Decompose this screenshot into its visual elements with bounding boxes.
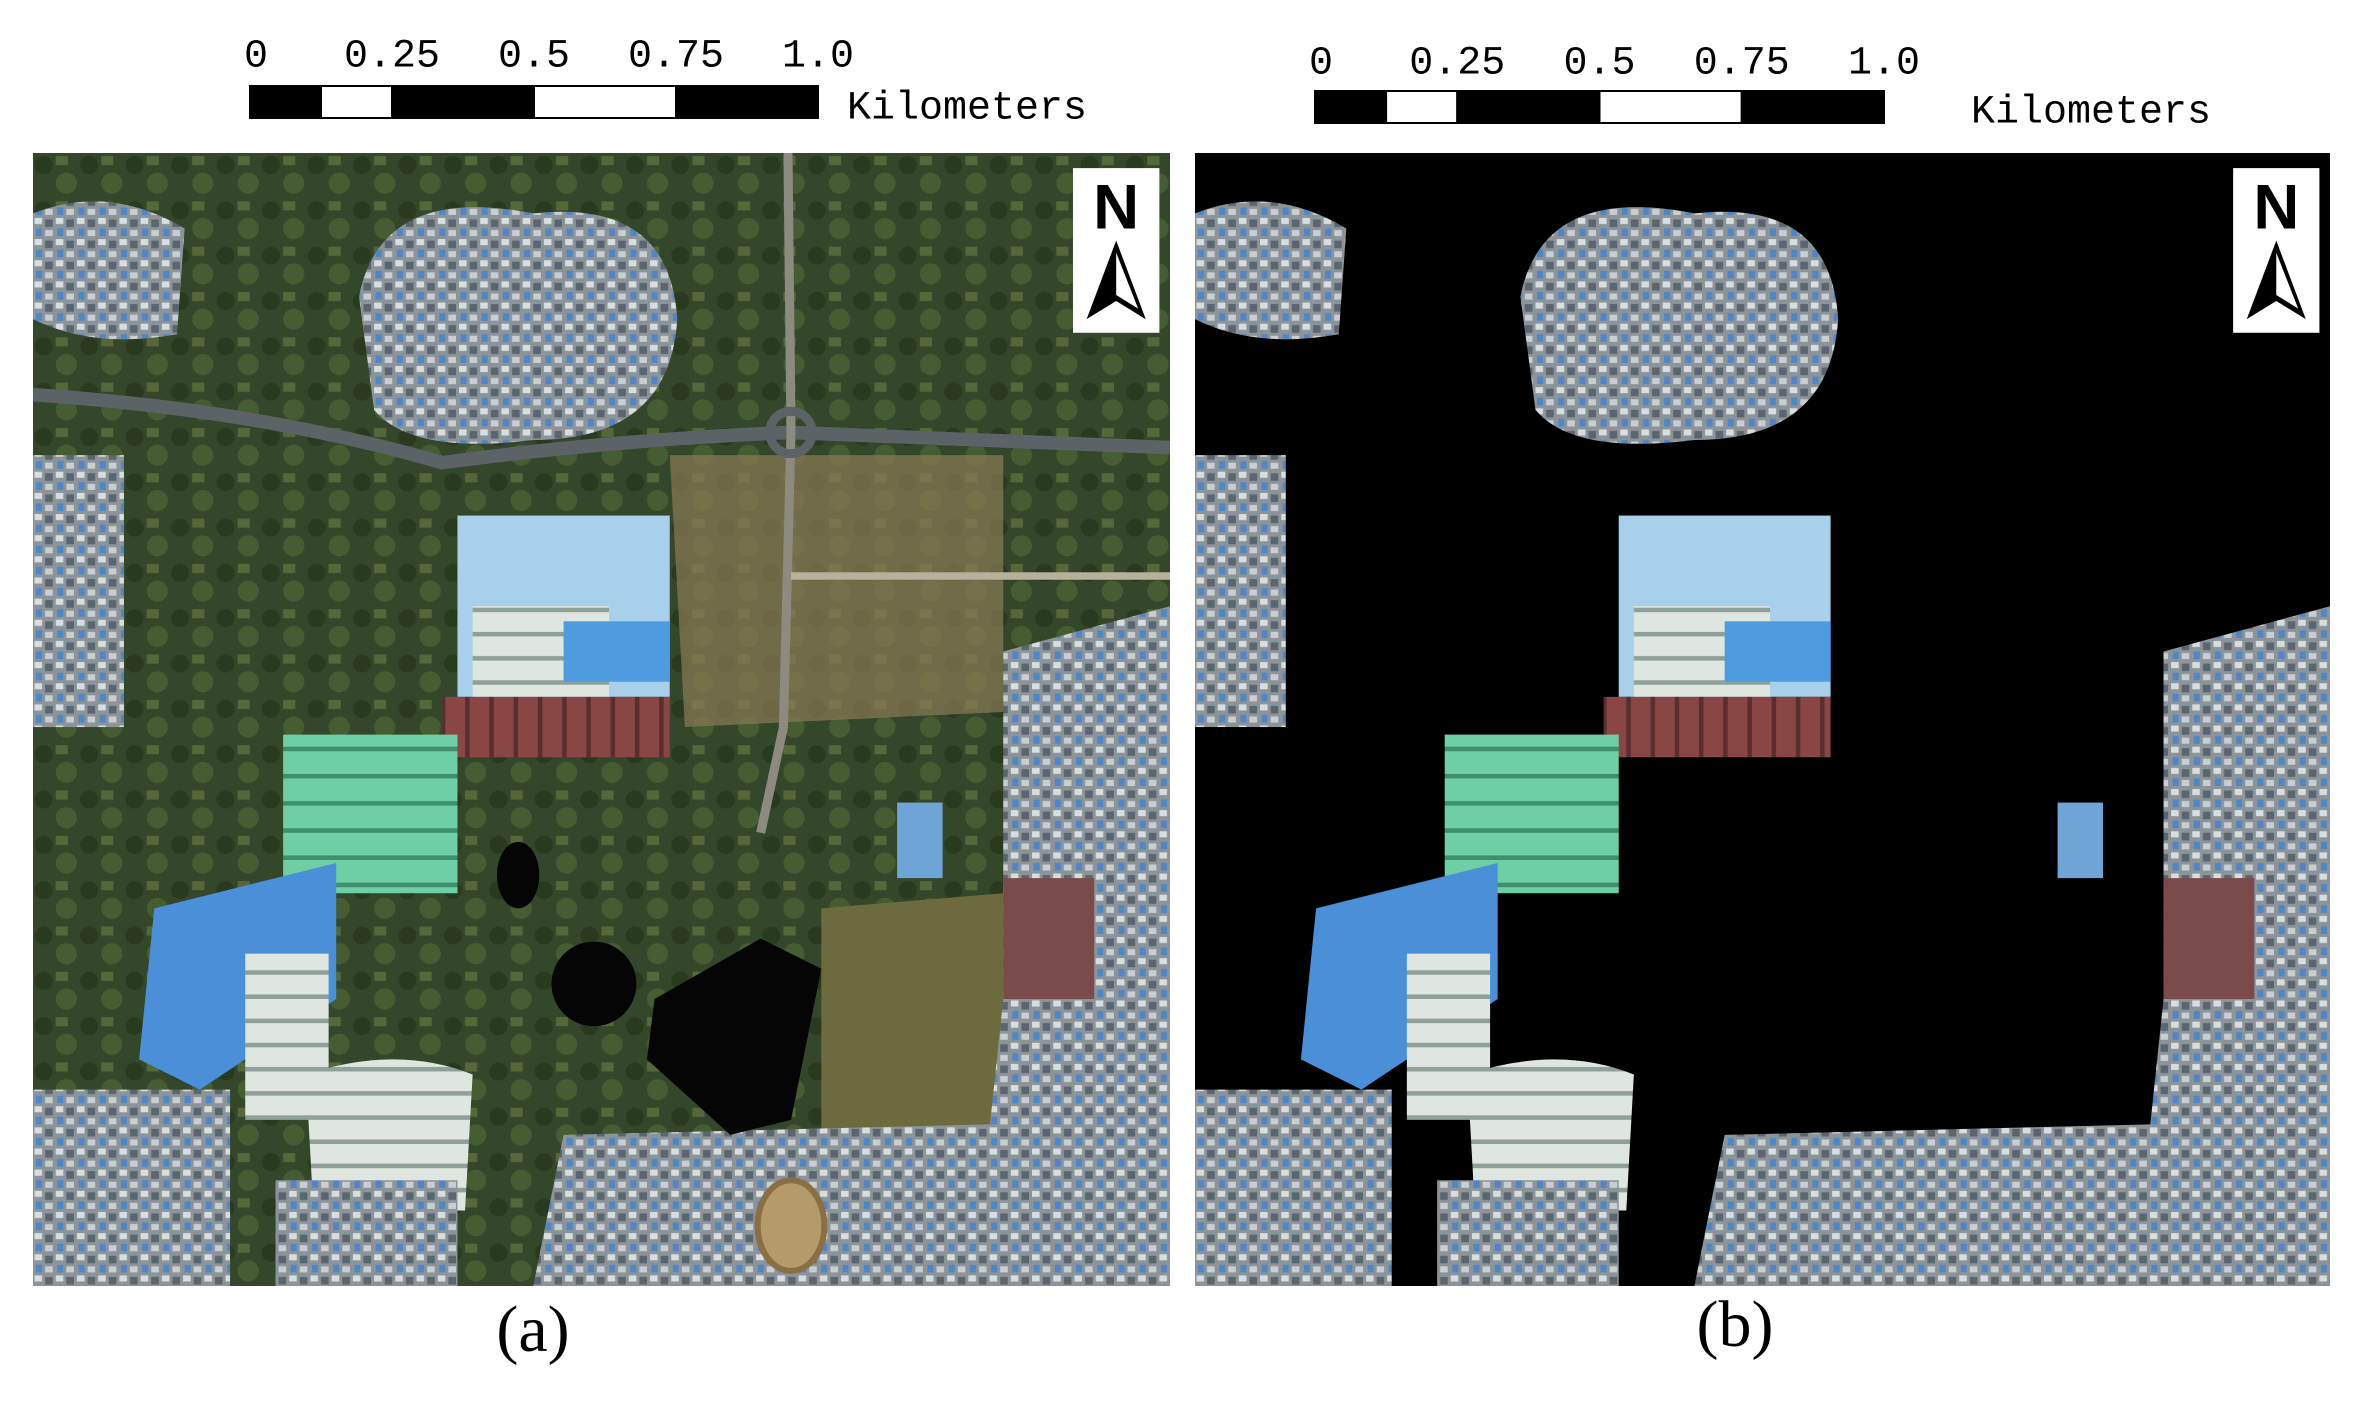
map-image: N [1195, 153, 2330, 1286]
scale-segment [1385, 90, 1459, 124]
scale-label: 1.0 [782, 35, 854, 80]
scale-label: 0.5 [1563, 42, 1635, 87]
scale-label: 0.75 [628, 35, 724, 80]
scale-label: 0.75 [1694, 42, 1790, 87]
water [551, 941, 637, 1027]
scale-label: 0.25 [344, 35, 440, 80]
scale-segment [1456, 90, 1601, 124]
scale-segment [675, 85, 819, 119]
north-label: N [2253, 173, 2299, 243]
north-arrow-half [2276, 252, 2299, 309]
north-arrow-half [1116, 252, 1139, 309]
map-panel: N 0 0.25 0.5 0.75 1.0 Kilometers (b) [1195, 42, 2330, 1361]
scale-label: 0 [1309, 42, 1333, 87]
track [754, 1177, 828, 1274]
bare-land [669, 455, 1004, 728]
scale-segment [249, 85, 322, 119]
scale-segment [1740, 90, 1885, 124]
scale-unit: Kilometers [1971, 91, 2211, 136]
north-label: N [1093, 172, 1139, 243]
scale-label: 1.0 [1848, 42, 1920, 87]
water [496, 841, 540, 909]
map-panel: N 0 0.25 0.5 0.75 1.0 Kilometers (a) [33, 35, 1170, 1366]
water [646, 938, 822, 1135]
roundabout [765, 406, 817, 459]
scale-unit: Kilometers [847, 87, 1087, 132]
scale-segment [391, 85, 535, 119]
scale-segment [1314, 90, 1388, 124]
road [756, 153, 796, 834]
scale-label: 0.5 [498, 35, 570, 80]
scale-label: 0.25 [1409, 42, 1505, 87]
map-image: N [33, 153, 1170, 1286]
scale-segment [320, 85, 393, 119]
road [33, 387, 1170, 470]
panel-caption: (b) [1697, 1288, 1774, 1361]
scale-label: 0 [244, 35, 268, 80]
scale-segment [1598, 90, 1743, 124]
panel-caption: (a) [496, 1293, 569, 1366]
scale-segment [533, 85, 677, 119]
